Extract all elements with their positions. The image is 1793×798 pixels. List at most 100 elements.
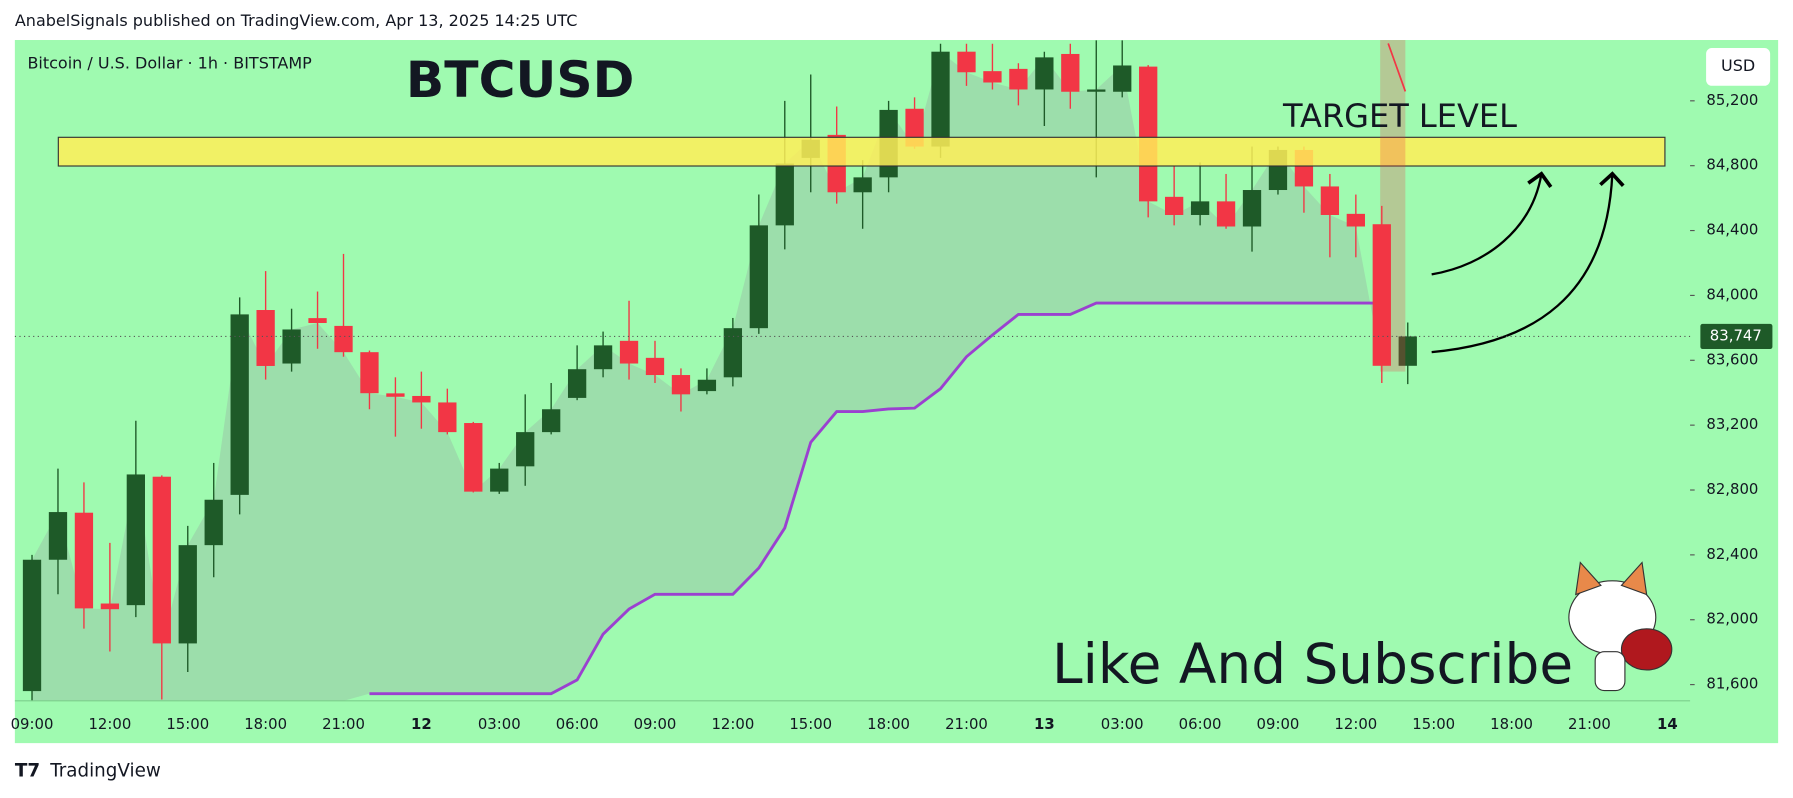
y-tick-label: 82,800 [1706, 480, 1758, 498]
candle-body [22, 559, 42, 692]
x-tick-label: 21:00 [1568, 715, 1611, 733]
x-tick-label: 15:00 [789, 715, 832, 733]
candle-body [1087, 89, 1106, 92]
candle-body [697, 379, 717, 392]
candle-body [1372, 224, 1391, 366]
y-tick-label: 82,400 [1706, 545, 1758, 563]
candle-body [749, 225, 768, 329]
candle-body [256, 310, 275, 366]
candle-body [1346, 213, 1365, 227]
logo: T7 [15, 761, 40, 782]
candle-body [931, 51, 950, 147]
y-tick-label: 84,000 [1706, 285, 1758, 303]
candle-body [983, 71, 1002, 83]
target-zone [57, 136, 1666, 167]
candle-body [671, 375, 691, 395]
candle-body [1216, 201, 1236, 227]
x-tick-label: 21:00 [322, 715, 365, 733]
candle-body [1398, 336, 1417, 366]
candle-body [126, 474, 145, 606]
candle-body [853, 177, 872, 193]
y-tick-label: 82,000 [1706, 610, 1758, 628]
candle-body [490, 468, 509, 492]
candle-body [308, 318, 327, 323]
candle-body [360, 352, 379, 394]
arrow [1431, 171, 1553, 276]
x-tick-label: 09:00 [1257, 715, 1300, 733]
last-price-label: 83,747 [1710, 326, 1762, 344]
candle-body [1061, 53, 1080, 92]
x-tick-label: 12 [411, 715, 432, 733]
call-to-action: Like And Subscribe [1052, 632, 1573, 696]
x-tick-label: 14 [1657, 715, 1678, 733]
candle-body [152, 476, 171, 644]
x-tick-label: 09:00 [634, 715, 677, 733]
x-tick-label: 06:00 [1179, 715, 1222, 733]
x-tick-label: 18:00 [244, 715, 287, 733]
x-tick-label: 18:00 [867, 715, 910, 733]
candle-body [542, 409, 561, 433]
candle-body [1009, 68, 1028, 90]
symbol: Bitcoin / U.S. Dollar · 1h · BITSTAMP [27, 54, 312, 73]
x-tick-label: 21:00 [945, 715, 988, 733]
candle-body [1035, 57, 1054, 90]
candle-body [464, 423, 483, 492]
x-tick-label: 15:00 [1412, 715, 1455, 733]
candle-body [386, 393, 405, 397]
footer: TradingView [49, 761, 161, 782]
candle-body [1242, 190, 1262, 227]
x-tick-label: 18:00 [1490, 715, 1533, 733]
currency-box [1706, 48, 1771, 86]
x-tick-label: 03:00 [1101, 715, 1144, 733]
x-tick-label: 03:00 [478, 715, 521, 733]
x-tick-label: 12:00 [1334, 715, 1377, 733]
candle-body [74, 512, 94, 609]
trend-line [1387, 43, 1407, 92]
arrow [1431, 171, 1625, 354]
candle-body [723, 328, 743, 378]
x-tick-label: 12:00 [711, 715, 754, 733]
y-tick-label: 84,800 [1706, 156, 1758, 174]
y-tick-label: 83,200 [1706, 415, 1758, 433]
candle-body [593, 345, 613, 370]
plot-area [22, 40, 1417, 701]
stop-line [369, 301, 1382, 696]
candle-body [1320, 186, 1340, 215]
y-tick-label: 81,600 [1706, 675, 1758, 693]
last-price-box [1700, 323, 1773, 350]
y-tick-label: 83,600 [1706, 350, 1758, 368]
target-label: TARGET LEVEL [1282, 97, 1517, 135]
chart-title: BTCUSD [406, 50, 634, 109]
candle-body [957, 51, 976, 73]
mascot [1568, 561, 1673, 692]
x-tick-label: 06:00 [556, 715, 599, 733]
candle-body [334, 325, 353, 353]
x-tick-label: 12:00 [88, 715, 131, 733]
candle-body [645, 357, 665, 376]
currency: USD [1721, 56, 1755, 75]
candle-body [412, 395, 431, 403]
candle-body [230, 314, 249, 495]
candle-body [1164, 196, 1184, 215]
candle-body [516, 432, 535, 467]
x-tick-label: 09:00 [11, 715, 54, 733]
shaded-area [32, 51, 1382, 701]
candle-body [100, 603, 120, 610]
candle-body [282, 329, 301, 364]
candle-body [1113, 65, 1132, 92]
candle-body [567, 369, 587, 398]
candle-body [775, 163, 794, 226]
candle-body [1139, 66, 1158, 202]
x-tick-label: 13 [1034, 715, 1055, 733]
y-tick-label: 84,400 [1706, 221, 1758, 239]
y-tick-label: 85,200 [1706, 91, 1758, 109]
candle-body [48, 512, 68, 560]
x-tick-label: 15:00 [166, 715, 209, 733]
candle-body [204, 499, 223, 546]
candle-body [1190, 201, 1210, 215]
candle-body [438, 402, 457, 433]
highlight-band [1380, 40, 1406, 372]
candle-body [178, 545, 197, 644]
